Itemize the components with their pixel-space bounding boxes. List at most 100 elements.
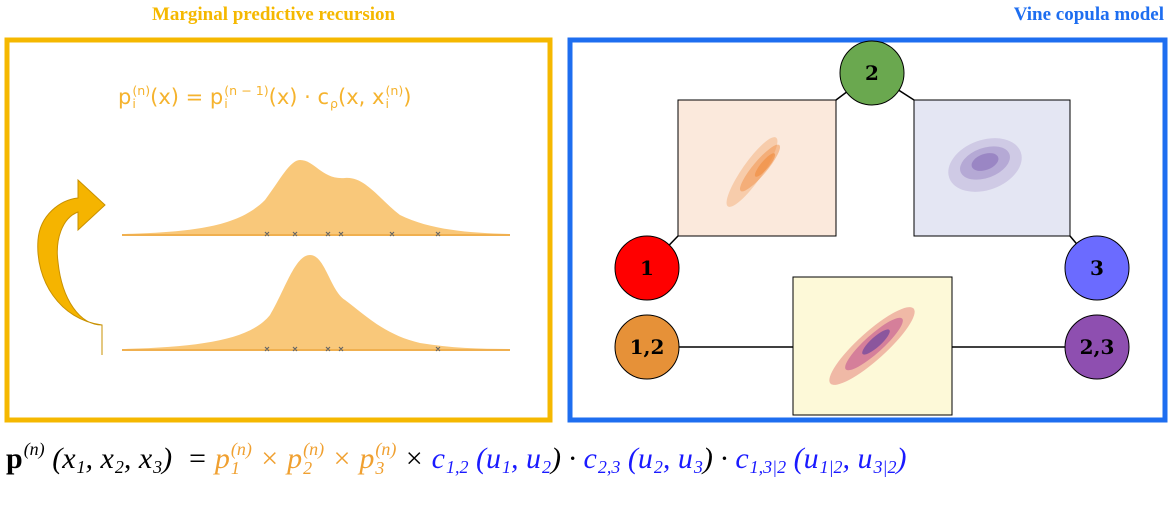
formula-scripts: 3|2 [874,440,897,477]
node-label: 2,3 [1080,335,1115,359]
formula-scripts: (n) [24,440,45,477]
left-title: Marginal predictive recursion [152,4,395,26]
formula-symbol: p [215,442,230,476]
subscript: 3 [694,458,703,477]
script-space [542,440,551,458]
formula-symbol: x [139,442,152,476]
formula-scripts: 3 [694,440,703,477]
joint-formula: p(n) (x1, x2, x3) = p(n)1 × p(n)2 × p(n)… [6,440,907,478]
subscript: 3|2 [874,458,897,477]
formula-token: × [396,442,431,476]
subscript: i [224,97,268,110]
formula-symbol: x [101,442,114,476]
formula-token: ) [403,85,411,109]
formula-text: ( [786,442,804,476]
formula-token: p(n) [6,440,45,477]
formula-symbol: p [210,85,223,109]
formula-symbol: c [583,442,596,476]
script-space [446,440,469,458]
superscript: (n − 1) [224,84,268,97]
formula-scripts: 1 [77,440,86,477]
formula-text: , [843,442,858,476]
formula-text: (x) · [269,85,318,109]
formula-scripts: (n − 1)i [224,84,268,110]
subscript: i [385,97,403,110]
formula-symbol: p [118,85,131,109]
formula-token: u1 [486,440,511,477]
node-label: 1 [640,256,654,280]
right-title: Vine copula model [1014,4,1164,26]
formula-symbol: u [526,442,541,476]
subscript: 2 [654,458,663,477]
superscript: (n) [231,440,252,459]
formula-token: x(n)i [372,84,403,110]
formula-scripts: (n)2 [303,440,324,478]
formula-scripts: (n)i [385,84,403,110]
formula-scripts: (n)3 [375,440,396,478]
recursion-arrow [38,180,105,355]
formula-token: p(n − 1)i [210,84,269,110]
density-curve [122,255,510,349]
formula-token: ( [45,442,63,476]
formula-scripts: 1|2 [820,440,843,477]
formula-token: × [252,442,287,476]
superscript: (n) [375,440,396,459]
subscript: 1,2 [446,458,469,477]
script-space [77,440,86,458]
formula-token: ( [786,442,804,476]
formula-text: ( [620,442,638,476]
formula-text: ( [468,442,486,476]
formula-text: ) [403,85,411,109]
formula-symbol: p [6,442,23,476]
subscript: 2 [303,459,324,478]
subscript: 2 [542,458,551,477]
formula-token: c2,3 [583,440,620,477]
formula-text: (x) = [150,85,210,109]
formula-token: p(n)1 [215,440,252,478]
subscript: 3 [375,459,396,478]
subscript: 1 [502,458,511,477]
formula-token: (x, [338,85,372,109]
formula-token: ) = [162,442,215,476]
script-space [694,440,703,458]
formula-scripts: 1 [502,440,511,477]
formula-token: p(n)i [118,84,150,110]
formula-token: ) · [551,442,584,476]
formula-token: , [124,442,139,476]
subscript: 1 [231,459,252,478]
formula-token: (x) = [150,85,210,109]
formula-token: × [324,442,359,476]
diagram: 2 1 3 1,2 2,3 [0,0,1172,506]
script-space [820,440,843,458]
formula-symbol: c [735,442,748,476]
script-space [598,440,621,458]
formula-scripts: 2 [115,440,124,477]
formula-token: (x) · [269,85,318,109]
formula-scripts: 1,2 [446,440,469,477]
script-space [153,440,162,458]
formula-symbol: c [318,85,330,109]
subscript: ρ [330,97,338,110]
formula-text: (x, [338,85,372,109]
formula-token: , [843,442,858,476]
formula-token: x2 [101,440,124,477]
formula-token: p(n)2 [287,440,324,478]
subscript: 2 [115,458,124,477]
formula-text: ) · [551,442,584,476]
formula-text: ) · [703,442,736,476]
formula-symbol: u [858,442,873,476]
formula-text: ) = [162,442,215,476]
subscript: 2,3 [598,458,621,477]
subscript: 1|2 [820,458,843,477]
formula-text: ( [45,442,63,476]
formula-text: , [86,442,101,476]
formula-token: , [511,442,526,476]
formula-symbol: p [359,442,374,476]
formula-symbol: c [432,442,445,476]
formula-token: u1|2 [804,440,843,477]
script-space [750,440,786,458]
